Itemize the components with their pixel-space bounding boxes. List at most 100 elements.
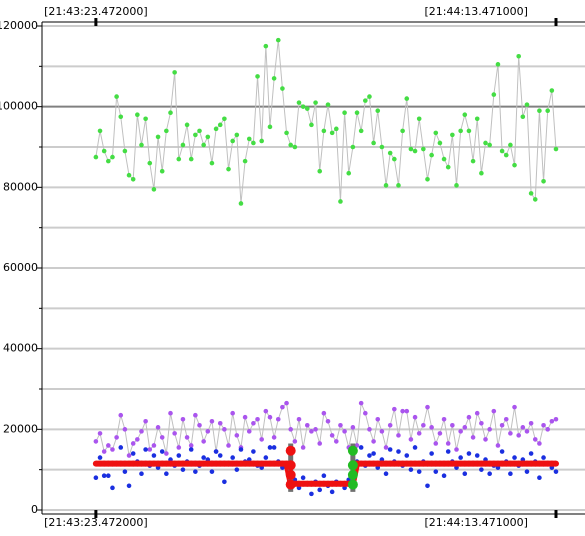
point	[200, 460, 207, 467]
event-dot	[285, 469, 296, 480]
point	[179, 460, 186, 467]
point	[205, 134, 211, 140]
y-tick-label: 80000	[3, 180, 38, 193]
point	[354, 110, 360, 116]
point	[375, 416, 381, 422]
point	[341, 480, 348, 487]
point	[354, 443, 360, 448]
point	[251, 420, 256, 426]
point	[126, 460, 133, 467]
point	[358, 400, 364, 406]
point	[403, 460, 410, 467]
point	[333, 126, 339, 132]
point	[396, 433, 401, 438]
point	[545, 108, 550, 113]
point	[450, 132, 455, 138]
point	[371, 140, 376, 146]
point	[176, 156, 182, 162]
point	[449, 460, 456, 467]
point	[511, 460, 518, 467]
point	[97, 128, 103, 134]
y-tick-label: 120000	[0, 19, 38, 32]
point	[528, 451, 534, 456]
point	[395, 460, 402, 467]
point	[450, 423, 455, 428]
point	[201, 455, 206, 460]
point	[217, 460, 224, 467]
point	[267, 445, 273, 450]
point	[366, 460, 373, 467]
point	[524, 429, 530, 434]
point	[180, 416, 186, 422]
point	[458, 455, 463, 460]
point	[188, 460, 195, 467]
point	[317, 487, 323, 493]
point	[139, 471, 144, 477]
event-dot	[285, 445, 296, 456]
point	[238, 447, 244, 452]
point	[371, 439, 376, 444]
point	[487, 142, 492, 148]
point	[176, 445, 182, 450]
y-tick-label: 0	[31, 503, 38, 516]
point	[508, 471, 513, 477]
point	[545, 427, 550, 432]
point	[109, 460, 116, 467]
point	[370, 460, 377, 467]
point	[387, 423, 393, 428]
point	[479, 420, 484, 426]
point	[553, 146, 559, 152]
point	[392, 406, 397, 412]
point	[412, 148, 418, 154]
series-line	[95, 402, 557, 456]
point	[221, 460, 228, 467]
point	[358, 445, 364, 450]
point	[499, 449, 505, 454]
point	[155, 460, 162, 467]
point	[317, 441, 323, 446]
point	[421, 146, 426, 152]
point	[300, 475, 306, 481]
point	[230, 138, 235, 144]
point	[553, 469, 559, 474]
point	[259, 437, 264, 442]
point	[520, 114, 526, 120]
point	[118, 445, 124, 450]
point	[470, 460, 477, 467]
point	[234, 433, 240, 438]
point	[479, 467, 484, 472]
point	[134, 460, 141, 467]
point	[92, 460, 99, 467]
point	[503, 460, 510, 467]
point	[487, 471, 492, 477]
point	[342, 429, 347, 434]
point	[329, 480, 336, 487]
point	[255, 74, 260, 79]
point	[482, 460, 489, 467]
point	[412, 460, 419, 467]
point	[271, 445, 277, 450]
point	[275, 460, 282, 467]
point	[470, 158, 476, 164]
point	[541, 423, 546, 428]
point	[461, 460, 468, 467]
point	[392, 156, 397, 162]
point	[255, 416, 260, 422]
point	[246, 136, 252, 142]
point	[304, 106, 310, 111]
point	[499, 460, 506, 467]
point	[329, 489, 335, 495]
point	[524, 102, 530, 107]
point	[209, 418, 215, 424]
point	[512, 404, 517, 410]
point	[188, 447, 194, 452]
point	[139, 429, 144, 434]
point	[159, 435, 165, 440]
point	[263, 43, 269, 49]
point	[495, 443, 501, 448]
point	[445, 449, 451, 454]
point	[494, 460, 501, 467]
point	[172, 431, 177, 436]
point	[408, 146, 414, 152]
point	[271, 76, 277, 81]
